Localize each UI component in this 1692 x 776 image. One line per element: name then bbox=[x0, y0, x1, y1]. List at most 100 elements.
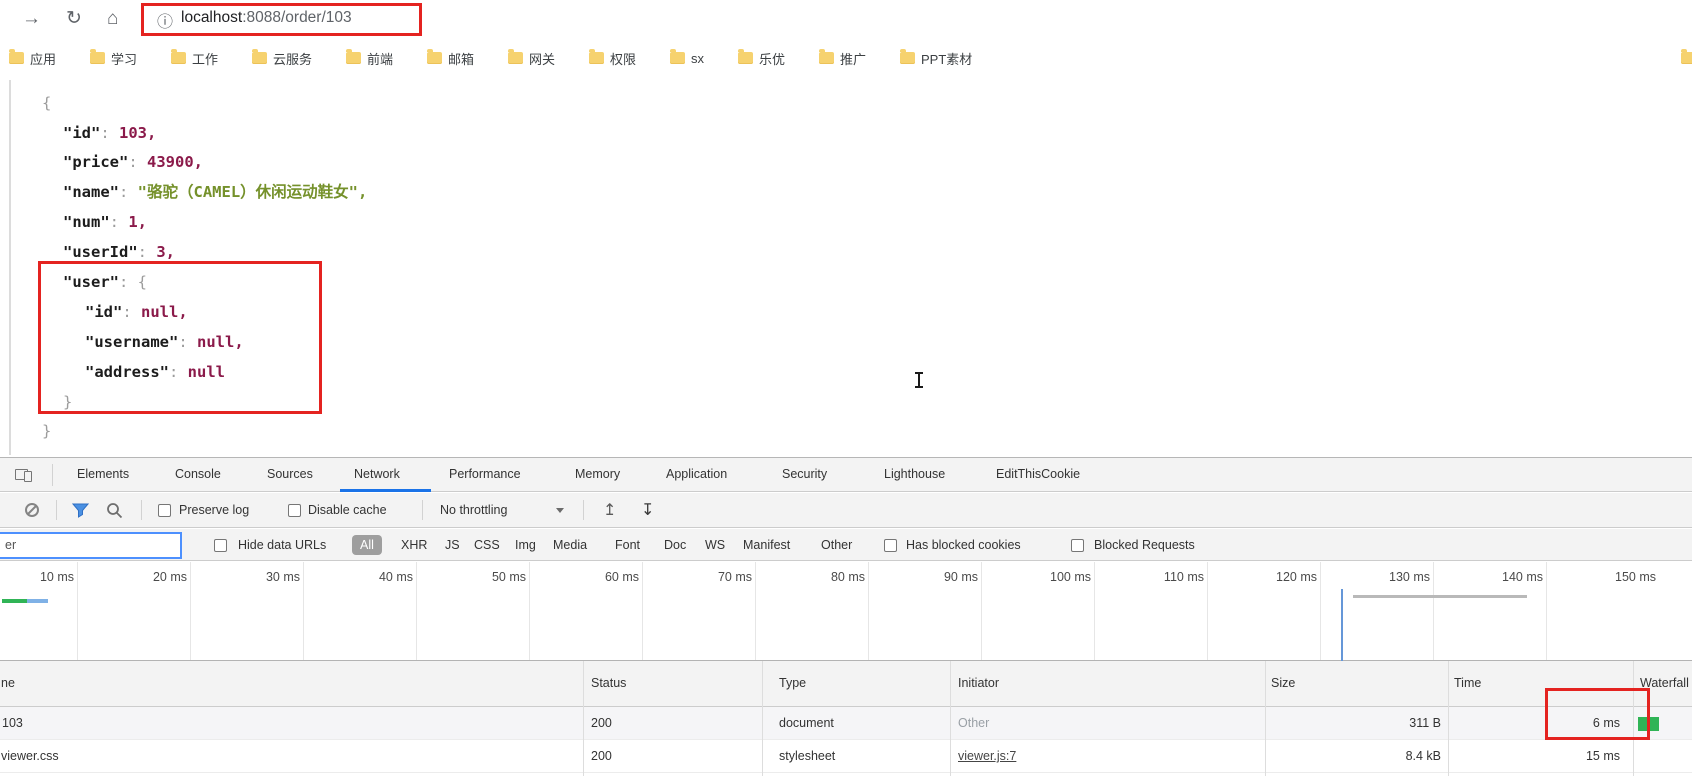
disable-cache-checkbox[interactable] bbox=[288, 504, 301, 517]
column-divider[interactable] bbox=[1265, 661, 1266, 776]
timeline-tick: 20 ms bbox=[152, 570, 187, 584]
bookmark-label: 乐优 bbox=[759, 51, 786, 67]
forward-icon[interactable]: → bbox=[22, 8, 41, 29]
col-waterfall[interactable]: Waterfall bbox=[1640, 676, 1689, 690]
request-type: document bbox=[779, 716, 834, 730]
table-row[interactable]: viewer.css 200 stylesheet viewer.js:7 8.… bbox=[0, 740, 1692, 773]
timeline-tick: 50 ms bbox=[491, 570, 526, 584]
col-time[interactable]: Time bbox=[1454, 676, 1482, 690]
type-filter-other[interactable]: Other bbox=[821, 538, 853, 552]
col-name[interactable]: ne bbox=[1, 676, 15, 690]
col-initiator[interactable]: Initiator bbox=[958, 676, 999, 690]
col-status[interactable]: Status bbox=[591, 676, 627, 690]
column-divider[interactable] bbox=[583, 661, 584, 776]
col-type[interactable]: Type bbox=[779, 676, 807, 690]
tab-sources[interactable]: Sources bbox=[267, 467, 313, 481]
network-filter-bar: er Hide data URLs All XHR JS CSS Img Med… bbox=[0, 529, 1692, 561]
column-divider[interactable] bbox=[950, 661, 951, 776]
overview-request-bar bbox=[2, 599, 27, 603]
json-line: "id": null, bbox=[85, 303, 188, 321]
col-size[interactable]: Size bbox=[1271, 676, 1296, 690]
network-requests-table: ne Status Type Initiator Size Time Water… bbox=[0, 661, 1692, 776]
request-time: 15 ms bbox=[1585, 749, 1620, 763]
table-header[interactable]: ne Status Type Initiator Size Time Water… bbox=[0, 661, 1692, 707]
type-filter-js[interactable]: JS bbox=[445, 538, 460, 552]
tab-editthiscookie[interactable]: EditThisCookie bbox=[996, 467, 1081, 481]
request-initiator: Other bbox=[958, 716, 990, 730]
type-filter-font[interactable]: Font bbox=[615, 538, 641, 552]
type-filter-all[interactable]: All bbox=[352, 535, 382, 555]
hide-data-urls-checkbox[interactable] bbox=[214, 539, 227, 552]
type-filter-xhr[interactable]: XHR bbox=[401, 538, 428, 552]
bookmark-folder[interactable]: sx bbox=[670, 47, 704, 69]
type-filter-media[interactable]: Media bbox=[553, 538, 588, 552]
json-line: "name": "骆驼（CAMEL）休闲运动鞋女", bbox=[63, 183, 368, 201]
folder-icon bbox=[819, 49, 834, 64]
column-divider[interactable] bbox=[1448, 661, 1449, 776]
bookmark-folder[interactable]: PPT素材 bbox=[900, 47, 972, 69]
type-filter-doc[interactable]: Doc bbox=[664, 538, 687, 552]
bookmark-folder-partial[interactable] bbox=[1681, 47, 1692, 69]
tab-console[interactable]: Console bbox=[175, 467, 221, 481]
type-filter-img[interactable]: Img bbox=[515, 538, 536, 552]
bookmark-label: 推广 bbox=[840, 51, 867, 67]
request-time: 6 ms bbox=[1592, 716, 1620, 730]
bookmark-folder[interactable]: 前端 bbox=[346, 47, 393, 69]
folder-icon bbox=[900, 49, 915, 64]
hide-data-urls-label: Hide data URLs bbox=[238, 538, 327, 552]
blocked-requests-checkbox[interactable] bbox=[1071, 539, 1084, 552]
disable-cache-label: Disable cache bbox=[308, 503, 387, 517]
bookmark-folder[interactable]: 邮箱 bbox=[427, 47, 474, 69]
tab-security[interactable]: Security bbox=[782, 467, 828, 481]
tab-lighthouse[interactable]: Lighthouse bbox=[884, 467, 946, 481]
import-har-icon[interactable]: ↥ bbox=[603, 500, 617, 519]
bookmark-folder[interactable]: 工作 bbox=[171, 47, 218, 69]
type-filter-ws[interactable]: WS bbox=[705, 538, 726, 552]
blocked-requests-label: Blocked Requests bbox=[1094, 538, 1195, 552]
filter-input[interactable]: er bbox=[0, 532, 182, 559]
site-info-icon[interactable]: ⓘ bbox=[157, 14, 174, 31]
folder-icon bbox=[508, 49, 523, 64]
json-line: } bbox=[42, 422, 52, 440]
reload-icon[interactable]: ↻ bbox=[66, 8, 82, 29]
bookmark-folder[interactable]: 权限 bbox=[589, 47, 636, 69]
tab-network[interactable]: Network bbox=[354, 467, 400, 481]
throttling-select[interactable]: No throttling bbox=[440, 503, 508, 517]
json-line: { bbox=[42, 94, 52, 112]
chevron-down-icon[interactable] bbox=[556, 508, 564, 513]
filter-funnel-icon[interactable] bbox=[72, 503, 89, 518]
type-filter-manifest[interactable]: Manifest bbox=[743, 538, 791, 552]
bookmark-folder[interactable]: 学习 bbox=[90, 47, 137, 69]
export-har-icon[interactable]: ↧ bbox=[641, 500, 655, 519]
tab-performance[interactable]: Performance bbox=[449, 467, 521, 481]
has-blocked-cookies-checkbox[interactable] bbox=[884, 539, 897, 552]
overview-scroll-indicator bbox=[1353, 595, 1527, 598]
column-divider[interactable] bbox=[1633, 661, 1634, 776]
table-row[interactable]: 103 200 document Other 311 B 6 ms bbox=[0, 707, 1692, 740]
type-filter-css[interactable]: CSS bbox=[474, 538, 500, 552]
bookmark-label: 应用 bbox=[30, 51, 57, 67]
bookmark-folder[interactable]: 乐优 bbox=[738, 47, 785, 69]
bookmark-folder[interactable]: 应用 bbox=[9, 47, 56, 69]
bookmark-folder[interactable]: 云服务 bbox=[252, 47, 312, 69]
bookmark-folder[interactable]: 推广 bbox=[819, 47, 866, 69]
network-overview-timeline[interactable]: 10 ms 20 ms 30 ms 40 ms 50 ms 60 ms 70 m… bbox=[0, 562, 1692, 661]
home-icon[interactable]: ⌂ bbox=[107, 8, 119, 29]
url-host: localhost bbox=[181, 9, 243, 26]
bookmark-folder[interactable]: 网关 bbox=[508, 47, 555, 69]
request-initiator-link[interactable]: viewer.js:7 bbox=[958, 749, 1017, 763]
device-toolbar-icon[interactable] bbox=[15, 469, 32, 482]
tab-memory[interactable]: Memory bbox=[575, 467, 621, 481]
search-icon[interactable] bbox=[106, 502, 123, 519]
address-bar[interactable]: localhost:8088/order/103 bbox=[181, 9, 352, 27]
tab-elements[interactable]: Elements bbox=[77, 467, 130, 481]
bookmark-label: 网关 bbox=[529, 51, 556, 67]
clear-requests-icon[interactable] bbox=[25, 503, 39, 517]
tab-application[interactable]: Application bbox=[666, 467, 728, 481]
bookmark-label: 前端 bbox=[367, 51, 394, 67]
preserve-log-checkbox[interactable] bbox=[158, 504, 171, 517]
json-line: } bbox=[63, 393, 73, 411]
folder-icon bbox=[171, 49, 186, 64]
column-divider[interactable] bbox=[762, 661, 763, 776]
bookmark-label: 工作 bbox=[192, 51, 219, 67]
